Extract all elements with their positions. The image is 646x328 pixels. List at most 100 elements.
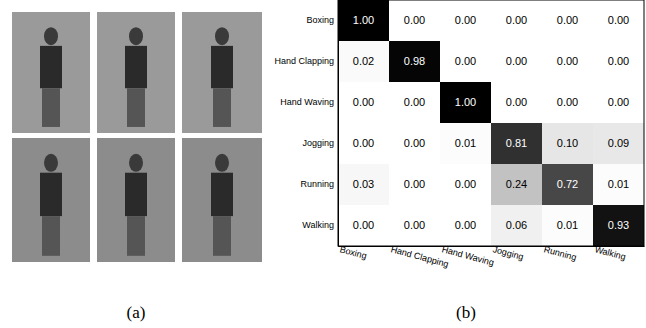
data-label: 0.00 xyxy=(557,14,578,26)
photo-panel xyxy=(12,12,262,262)
cell xyxy=(593,164,644,205)
tick: Jogging xyxy=(302,138,338,148)
cell xyxy=(491,0,542,41)
tick: Hand Waving xyxy=(280,97,338,107)
silhouette xyxy=(125,46,147,88)
cell xyxy=(440,164,491,205)
silhouette xyxy=(125,173,147,216)
cells xyxy=(338,0,644,246)
cell xyxy=(542,0,593,41)
cell xyxy=(389,82,440,123)
tick-label: Walking xyxy=(594,244,627,262)
heatmap: 1.00 0.00 0.00 0.00 0.00 0.00 0.02 0.98 0.00 0.00… xyxy=(274,0,644,269)
silhouette xyxy=(42,88,60,127)
cell xyxy=(440,41,491,82)
data-label: 0.72 xyxy=(557,178,578,190)
cell xyxy=(389,0,440,41)
data-label: 0.00 xyxy=(506,55,527,67)
tick: Walking xyxy=(594,244,627,262)
tick-label: Running xyxy=(543,244,578,262)
data-label: 1.00 xyxy=(353,14,374,26)
y-axis: Boxing Hand Clapping Hand Waving Jogging Run… xyxy=(274,1,338,247)
silhouette xyxy=(213,216,231,256)
data-label: 0.03 xyxy=(353,178,374,190)
x-axis: Boxing Hand ClappingHand WavingJogging Run… xyxy=(339,244,645,269)
silhouette xyxy=(127,88,145,127)
photo xyxy=(12,138,90,262)
photo xyxy=(97,12,175,133)
cell xyxy=(389,123,440,164)
data-label: 0.00 xyxy=(404,96,425,108)
silhouette xyxy=(211,173,233,216)
cell xyxy=(440,123,491,164)
cell xyxy=(491,41,542,82)
cell xyxy=(542,164,593,205)
data-label: 0.01 xyxy=(608,178,629,190)
data-labels: 1.00 0.00 0.00 0.00 0.00 0.00 0.02 0.98 0.00 0.00… xyxy=(353,14,629,231)
data-label: 0.98 xyxy=(404,55,425,67)
silhouette xyxy=(213,88,231,127)
data-label: 0.02 xyxy=(353,55,374,67)
tick-label: Hand Waving xyxy=(441,244,495,268)
tick-label: Boxing xyxy=(306,15,334,25)
cell xyxy=(542,123,593,164)
silhouette xyxy=(44,27,58,45)
tick: Boxing xyxy=(339,244,368,261)
tick: Jogging xyxy=(492,244,525,262)
cell xyxy=(593,41,644,82)
data-label: 0.00 xyxy=(404,219,425,231)
silhouette xyxy=(40,173,62,216)
silhouette xyxy=(42,216,60,256)
silhouette xyxy=(215,27,229,45)
cell xyxy=(338,164,389,205)
data-label: 1.00 xyxy=(455,96,476,108)
cell xyxy=(338,41,389,82)
data-label: 0.00 xyxy=(404,178,425,190)
cell xyxy=(338,123,389,164)
data-label: 0.00 xyxy=(353,137,374,149)
cell xyxy=(338,205,389,246)
data-label: 0.00 xyxy=(608,96,629,108)
silhouette xyxy=(129,27,143,45)
data-label: 0.81 xyxy=(506,137,527,149)
photo xyxy=(182,12,262,133)
data-label: 0.00 xyxy=(608,55,629,67)
tick: Running xyxy=(300,179,338,189)
tick-label: Jogging xyxy=(492,244,525,262)
data-label: 0.00 xyxy=(353,96,374,108)
figure: 1.00 0.00 0.00 0.00 0.00 0.00 0.02 0.98 0.00 0.00… xyxy=(0,0,646,328)
data-label: 0.24 xyxy=(506,178,527,190)
data-label: 0.06 xyxy=(506,219,527,231)
cell xyxy=(389,164,440,205)
cell xyxy=(491,82,542,123)
cell xyxy=(389,41,440,82)
silhouette xyxy=(129,154,143,172)
cell xyxy=(593,205,644,246)
tick: Walking xyxy=(302,220,338,230)
cell xyxy=(593,82,644,123)
tick: Boxing xyxy=(306,15,338,25)
tick-label: Running xyxy=(300,179,334,189)
data-label: 0.00 xyxy=(455,14,476,26)
data-label: 0.00 xyxy=(404,14,425,26)
data-label: 0.00 xyxy=(506,14,527,26)
photo xyxy=(182,138,262,262)
tick: Hand Waving xyxy=(441,244,495,268)
tick-label: Hand Clapping xyxy=(390,244,450,269)
cell xyxy=(440,0,491,41)
tick: Hand Clapping xyxy=(274,56,338,66)
panel-label: (b) xyxy=(456,303,476,322)
cell xyxy=(491,205,542,246)
silhouette xyxy=(40,46,62,88)
cell xyxy=(338,0,389,41)
data-label: 0.00 xyxy=(353,219,374,231)
tick-label: Walking xyxy=(302,220,334,230)
silhouette xyxy=(44,154,58,172)
data-label: 0.00 xyxy=(455,219,476,231)
photo xyxy=(97,138,175,262)
data-label: 0.00 xyxy=(608,14,629,26)
data-label: 0.01 xyxy=(557,219,578,231)
data-label: 0.01 xyxy=(455,137,476,149)
tick-label: Hand Waving xyxy=(280,97,334,107)
tick-label: Jogging xyxy=(302,138,334,148)
